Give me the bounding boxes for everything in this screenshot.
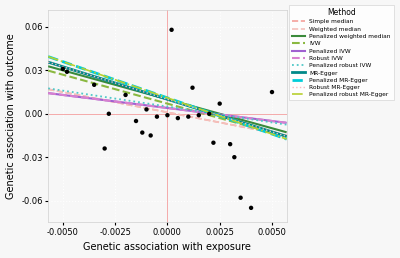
Point (154, 115, 160, 119)
Point (238, 196, 244, 200)
Point (64, 70, 70, 74)
Point (139, 131, 146, 135)
Point (133, 119, 139, 123)
Point (164, 113, 171, 117)
Point (60, 67, 66, 71)
Point (102, 147, 108, 151)
Point (216, 102, 223, 106)
X-axis label: Genetic association with exposure: Genetic association with exposure (84, 243, 251, 252)
Point (106, 112, 112, 116)
Point (143, 107, 150, 111)
Point (227, 142, 233, 146)
Y-axis label: Genetic association with outcome: Genetic association with outcome (6, 33, 16, 199)
Point (148, 133, 154, 138)
Point (122, 93, 129, 97)
Point (196, 113, 202, 117)
Legend: Simple median, Weighted median, Penalized weighted median, IVW, Penalized IVW, R: Simple median, Weighted median, Penalize… (289, 5, 394, 100)
Point (248, 206, 254, 210)
Point (210, 141, 217, 145)
Point (189, 86, 196, 90)
Point (168, 28, 175, 32)
Point (231, 155, 238, 159)
Point (206, 112, 212, 116)
Point (91, 83, 97, 87)
Point (185, 115, 192, 119)
Point (175, 116, 181, 120)
Point (269, 90, 275, 94)
